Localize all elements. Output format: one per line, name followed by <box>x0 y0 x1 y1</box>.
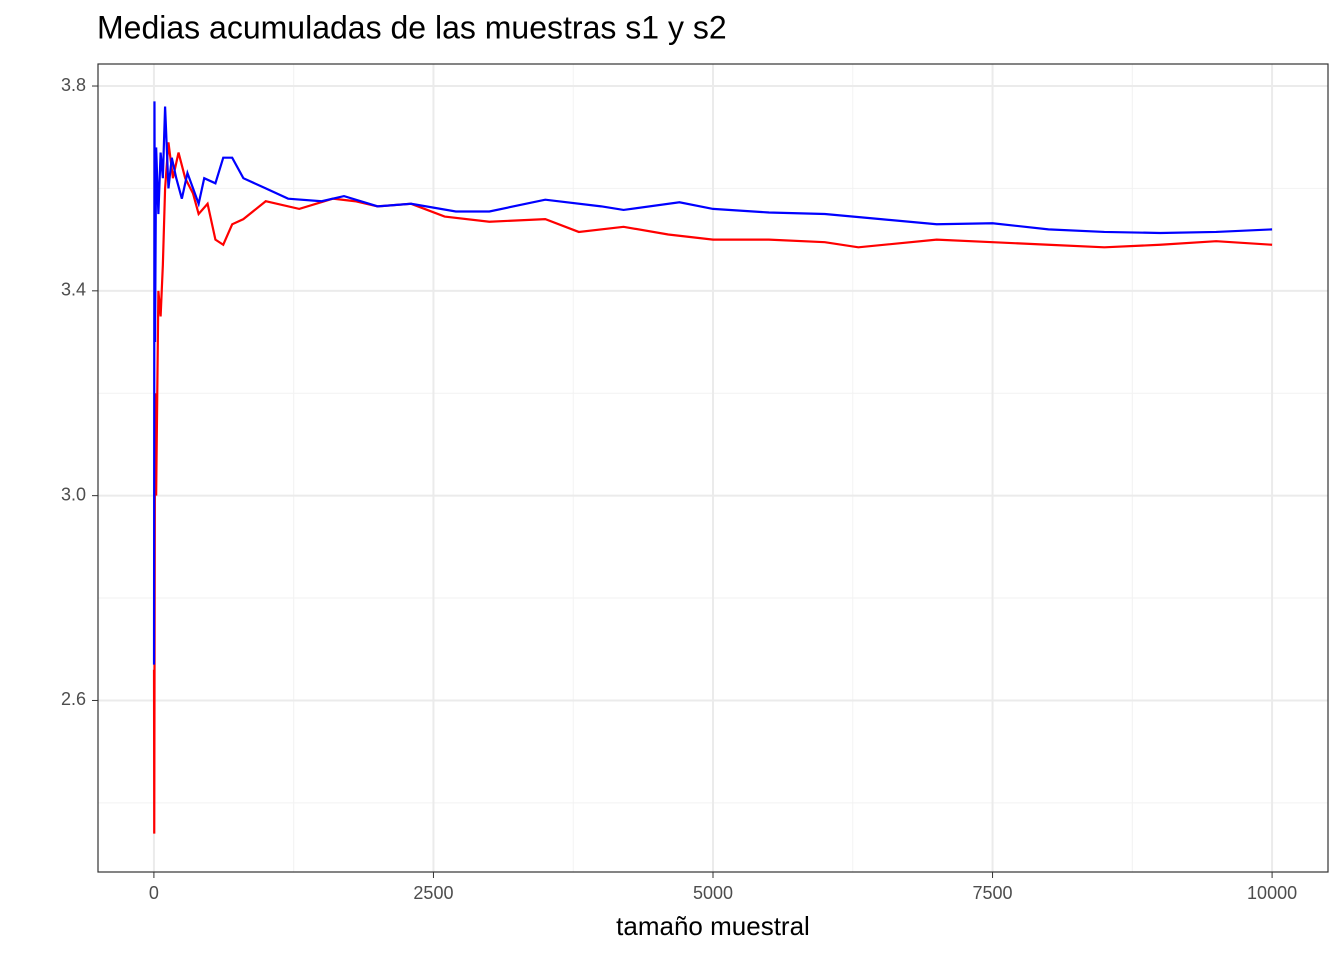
y-tick-label: 3.4 <box>61 280 86 300</box>
y-tick-label: 2.6 <box>61 689 86 709</box>
x-tick-label: 5000 <box>693 883 733 903</box>
series-line <box>152 142 1273 834</box>
x-tick-label: 10000 <box>1247 883 1297 903</box>
x-tick-label: 7500 <box>973 883 1013 903</box>
x-axis-label: tamaño muestral <box>616 911 810 941</box>
plot-border <box>97 63 1329 873</box>
chart-title: Medias acumuladas de las muestras s1 y s… <box>97 9 727 45</box>
series-line <box>152 101 1273 665</box>
x-tick-label: 2500 <box>413 883 453 903</box>
x-tick-label: 0 <box>149 883 159 903</box>
y-tick-label: 3.0 <box>61 484 86 504</box>
y-tick-label: 3.8 <box>61 75 86 95</box>
